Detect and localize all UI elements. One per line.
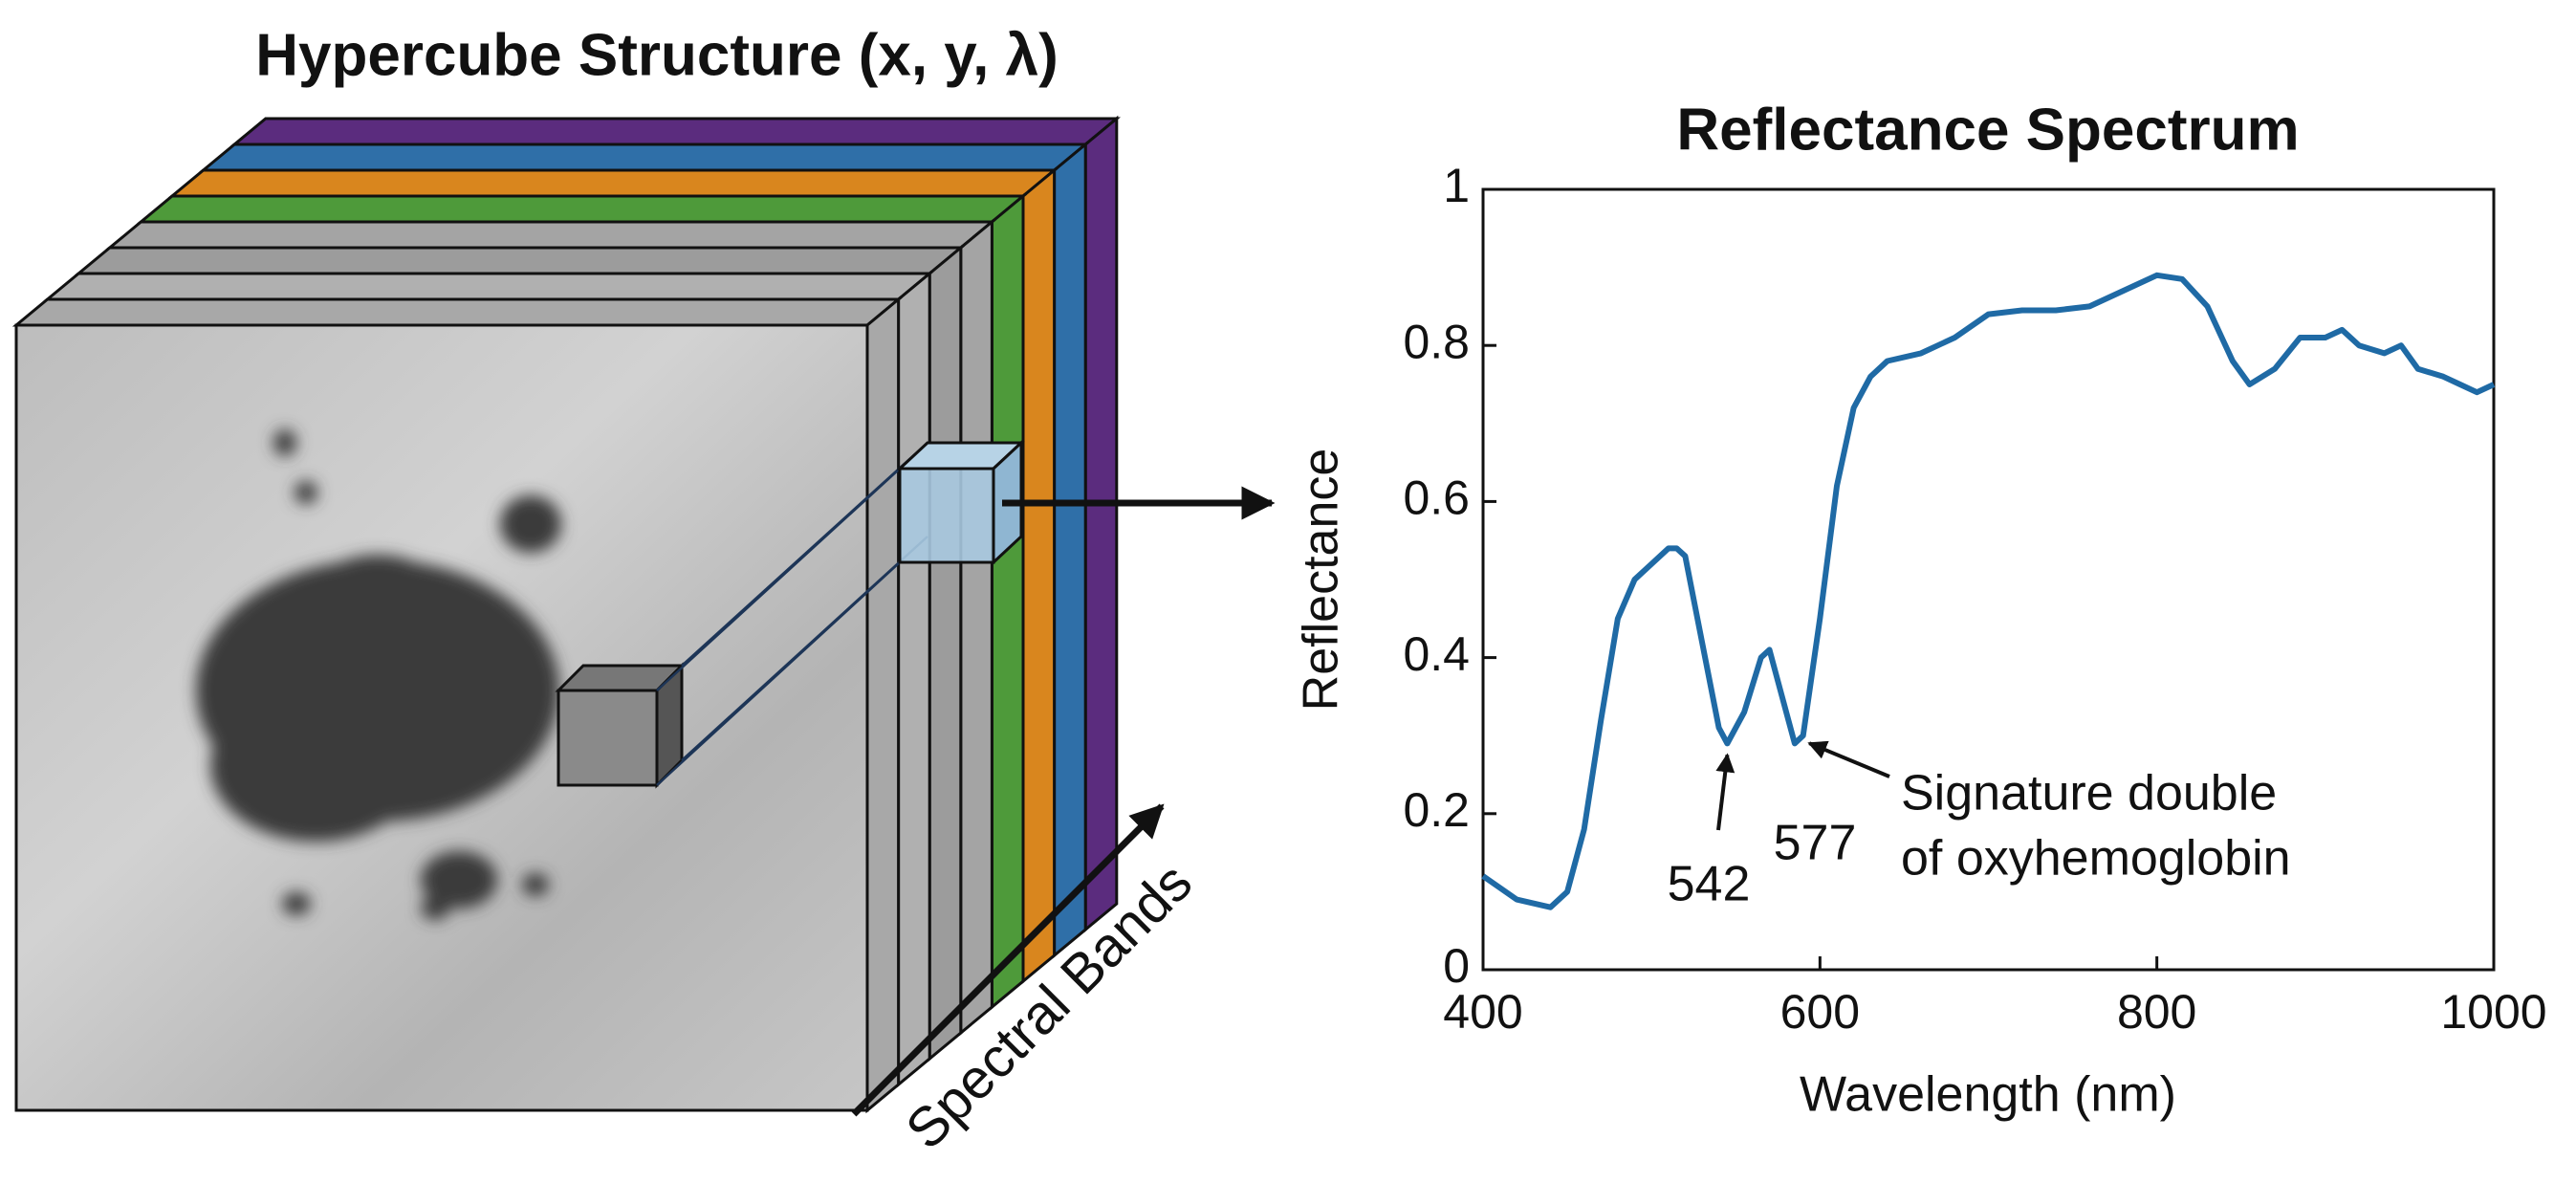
band-side xyxy=(865,296,901,1114)
band-top xyxy=(105,220,996,250)
band-side xyxy=(990,192,1025,1011)
band-top xyxy=(43,272,934,301)
voxel-front xyxy=(898,467,995,564)
annotation-arrow xyxy=(1715,753,1736,831)
band-top xyxy=(75,246,965,275)
projection-line xyxy=(681,536,928,761)
band-side xyxy=(928,244,963,1063)
stain-spot xyxy=(500,495,561,553)
stain-spot xyxy=(301,555,454,669)
x-axis-label: Wavelength (nm) xyxy=(1800,1067,2176,1123)
spectral-bands-arrow xyxy=(851,803,1165,1117)
band-top xyxy=(230,117,1121,146)
band-side xyxy=(959,218,993,1037)
chart-title: Reflectance Spectrum xyxy=(1676,97,2299,163)
pixel-front xyxy=(557,689,659,787)
y-axis-label: Reflectance xyxy=(1294,449,1349,712)
y-tick-label: 0.8 xyxy=(1403,315,1470,368)
annotation-label: 542 xyxy=(1668,857,1751,912)
x-tick-label: 1000 xyxy=(2440,985,2546,1039)
stain-spot xyxy=(295,481,317,504)
x-tick-label: 400 xyxy=(1443,985,1522,1039)
y-tick-label: 0 xyxy=(1443,939,1470,993)
y-tick-label: 0.4 xyxy=(1403,627,1470,681)
band-top xyxy=(11,297,903,327)
hypercube xyxy=(11,115,1121,1114)
stain-spot xyxy=(273,429,296,456)
annotation-arrow xyxy=(1807,740,1890,778)
plot: 0 0.2 0.4 0.6 0.8 1 400 600 800 1000 542 577 Signatu… xyxy=(1403,159,2546,1039)
stain-spot xyxy=(210,689,421,842)
plot-frame xyxy=(1481,187,2496,972)
projection-line xyxy=(681,442,928,667)
band-top xyxy=(199,142,1090,172)
stain-spot xyxy=(522,873,549,896)
y-tick-label: 0.2 xyxy=(1403,783,1470,837)
stain-spot xyxy=(421,851,497,909)
band-top xyxy=(137,194,1028,224)
stain-spot xyxy=(282,892,311,915)
band-side xyxy=(897,270,931,1088)
annotation-label: Signature double xyxy=(1901,766,2277,822)
x-tick-label: 600 xyxy=(1780,985,1860,1039)
band-side xyxy=(1021,166,1057,985)
y-tick-label: 1 xyxy=(1443,159,1470,212)
annotation-label: of oxyhemoglobin xyxy=(1901,831,2291,887)
band-top xyxy=(167,168,1059,198)
stain-spot xyxy=(421,897,449,920)
stain xyxy=(196,429,561,920)
y-tick-label: 0.6 xyxy=(1403,471,1470,525)
annotation-label: 577 xyxy=(1774,816,1857,871)
band-side xyxy=(1053,141,1087,959)
band-side xyxy=(1083,115,1119,933)
x-tick-label: 800 xyxy=(2117,985,2196,1039)
diagram-title: Hypercube Structure (x, y, λ) xyxy=(255,22,1059,88)
spectrum-line xyxy=(1481,272,2496,910)
